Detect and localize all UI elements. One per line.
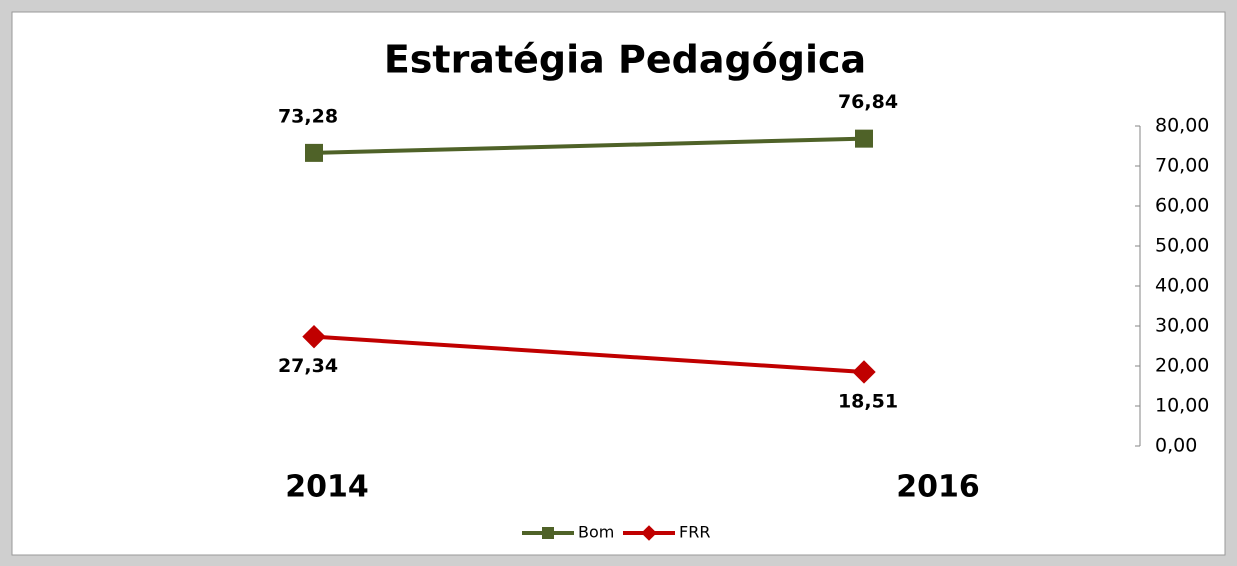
chart-title: Estratégia Pedagógica xyxy=(384,38,866,82)
x-tick-label: 2014 xyxy=(285,470,369,505)
legend-label: FRR xyxy=(679,523,710,542)
data-point xyxy=(855,129,873,148)
y-tick-label: 70,00 xyxy=(1155,155,1209,177)
y-tick-label: 60,00 xyxy=(1155,195,1209,217)
data-label: 73,28 xyxy=(278,105,338,127)
plot-panel xyxy=(11,11,1226,556)
y-tick-label: 0,00 xyxy=(1155,435,1197,457)
legend-marker xyxy=(542,527,554,539)
data-label: 18,51 xyxy=(838,390,898,412)
y-tick-label: 30,00 xyxy=(1155,315,1209,337)
y-tick-label: 40,00 xyxy=(1155,275,1209,297)
x-tick-label: 2016 xyxy=(896,470,980,505)
data-label: 27,34 xyxy=(278,355,338,377)
y-tick-label: 20,00 xyxy=(1155,355,1209,377)
data-point xyxy=(852,360,876,384)
data-point xyxy=(302,324,326,349)
legend-label: Bom xyxy=(578,523,614,542)
y-tick-label: 10,00 xyxy=(1155,395,1209,417)
y-tick-label: 80,00 xyxy=(1155,115,1209,137)
data-label: 76,84 xyxy=(838,91,898,113)
series-line xyxy=(313,334,865,374)
legend-marker xyxy=(641,525,657,541)
series-line xyxy=(313,136,865,155)
y-tick-label: 50,00 xyxy=(1155,235,1209,257)
data-point xyxy=(305,143,323,162)
